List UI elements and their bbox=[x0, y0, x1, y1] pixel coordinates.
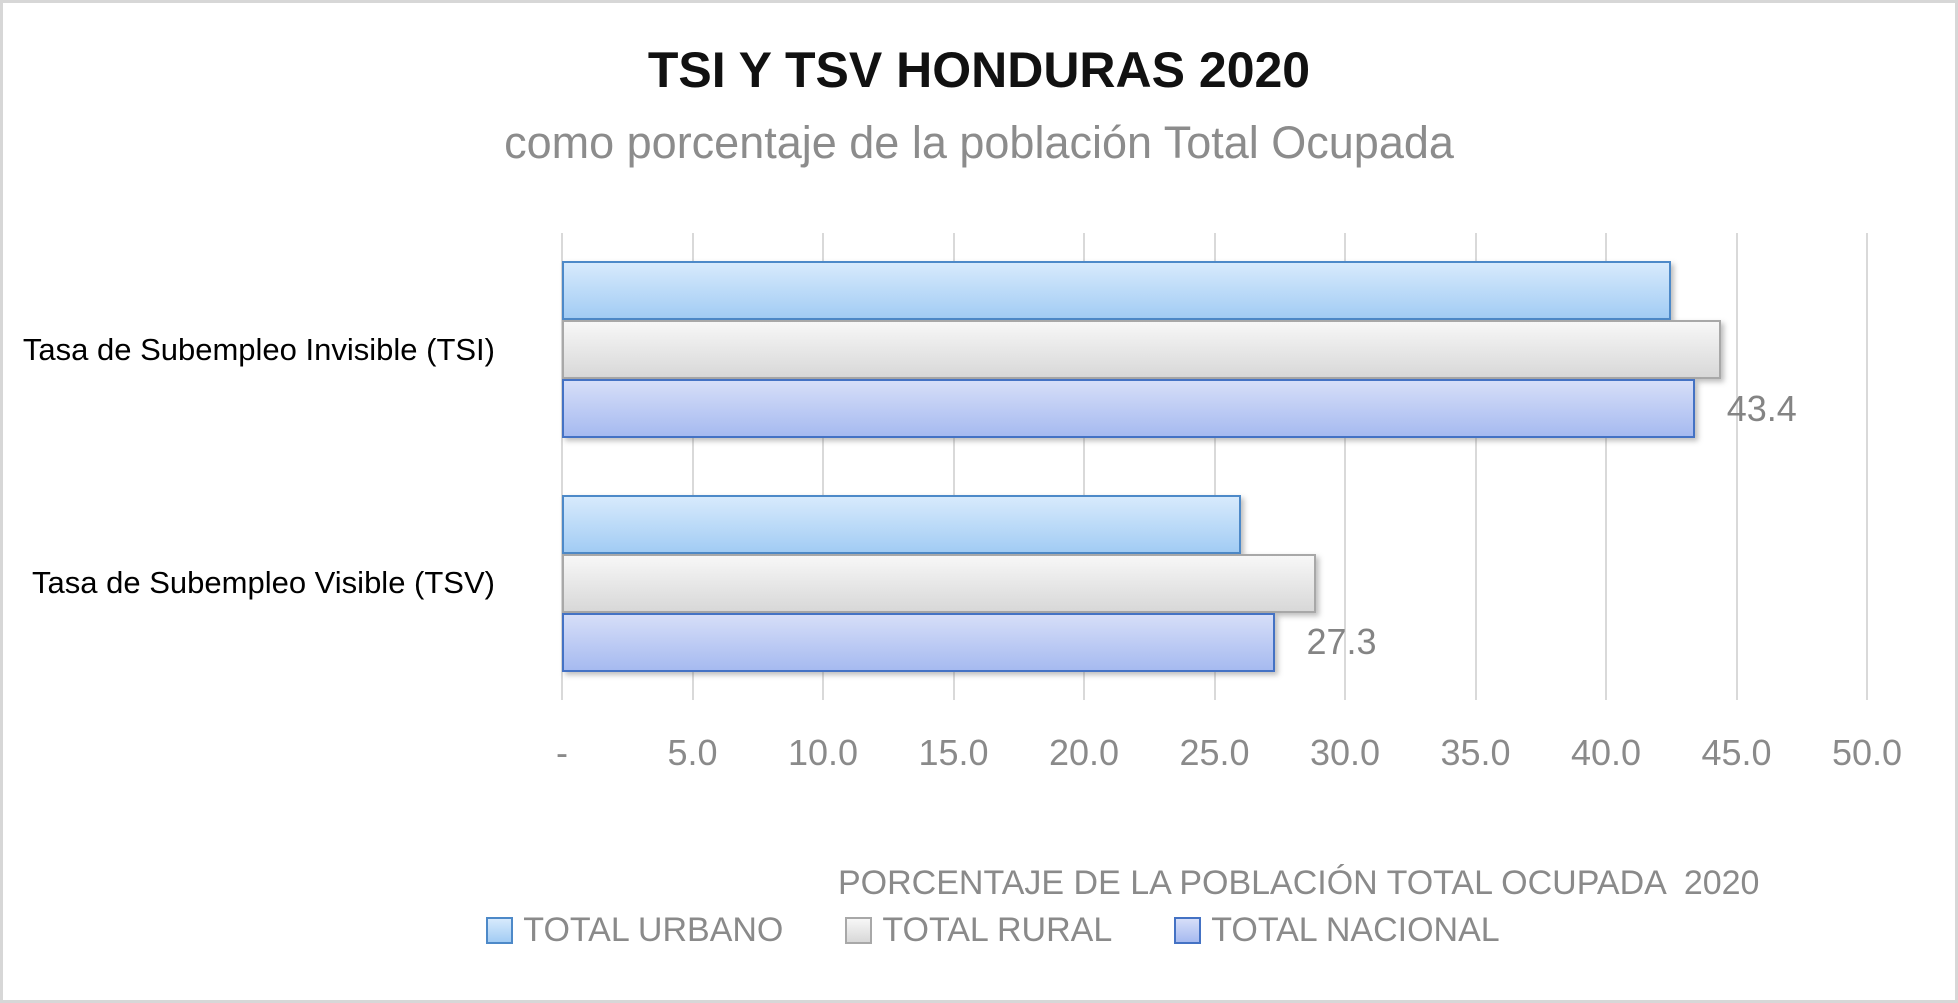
bar-total-nacional-tsv bbox=[562, 612, 1275, 672]
x-tick-label: 25.0 bbox=[1179, 732, 1250, 773]
x-tick-label: 10.0 bbox=[787, 732, 859, 773]
gridline bbox=[1605, 233, 1607, 700]
data-label-total-nacional-tsi: 43.4 bbox=[1726, 387, 1797, 429]
legend-swatch-total-nacional bbox=[1174, 917, 1202, 944]
legend-swatch-total-rural bbox=[845, 917, 873, 944]
x-tick-label: 20.0 bbox=[1048, 732, 1120, 773]
bar-total-rural-tsv bbox=[562, 553, 1317, 613]
legend-item-total-rural: TOTAL RURAL bbox=[845, 911, 1112, 950]
legend-swatch-total-urbano bbox=[486, 917, 514, 944]
x-tick-label: 30.0 bbox=[1309, 732, 1381, 773]
legend-label-total-urbano: TOTAL URBANO bbox=[523, 911, 784, 949]
bar-total-urbano-tsi bbox=[562, 261, 1672, 321]
x-tick-label: 35.0 bbox=[1440, 732, 1511, 773]
legend-label-total-rural: TOTAL RURAL bbox=[882, 911, 1113, 949]
x-tick-label: 50.0 bbox=[1831, 732, 1903, 773]
legend-item-total-nacional: TOTAL NACIONAL bbox=[1174, 911, 1500, 950]
x-tick-label: 5.0 bbox=[667, 732, 718, 773]
bar-total-urbano-tsv bbox=[562, 494, 1241, 554]
bar-total-rural-tsi bbox=[562, 320, 1721, 380]
gridline bbox=[1866, 233, 1868, 700]
category-label-tsv: Tasa de Subempleo Visible (TSV) bbox=[32, 565, 495, 601]
gridline bbox=[1344, 233, 1346, 700]
data-label-total-nacional-tsv: 27.3 bbox=[1306, 621, 1377, 663]
gridline bbox=[822, 233, 824, 700]
chart-subtitle: como porcentaje de la población Total Oc… bbox=[504, 117, 1454, 168]
gridline bbox=[952, 233, 955, 700]
x-tick-label: - bbox=[556, 732, 568, 773]
x-tick-label: 40.0 bbox=[1570, 732, 1642, 773]
x-tick-label: 15.0 bbox=[918, 732, 989, 773]
legend: TOTAL URBANO TOTAL RURAL TOTAL NACIONAL bbox=[17, 911, 1955, 950]
gridline bbox=[691, 233, 694, 700]
legend-label-total-nacional: TOTAL NACIONAL bbox=[1211, 911, 1500, 949]
bar-total-nacional-tsi bbox=[562, 379, 1695, 439]
gridline bbox=[1083, 233, 1085, 700]
gridline bbox=[1213, 233, 1216, 700]
chart-title: TSI Y TSV HONDURAS 2020 bbox=[647, 42, 1311, 98]
gridline bbox=[1474, 233, 1477, 700]
legend-item-total-urbano: TOTAL URBANO bbox=[486, 911, 783, 950]
gridline bbox=[1735, 233, 1738, 700]
legend-title: PORCENTAJE DE LA POBLACIÓN TOTAL OCUPADA… bbox=[838, 864, 1760, 902]
y-axis-line bbox=[561, 233, 563, 700]
x-tick-label: 45.0 bbox=[1701, 732, 1772, 773]
category-label-tsi: Tasa de Subempleo Invisible (TSI) bbox=[22, 331, 495, 367]
